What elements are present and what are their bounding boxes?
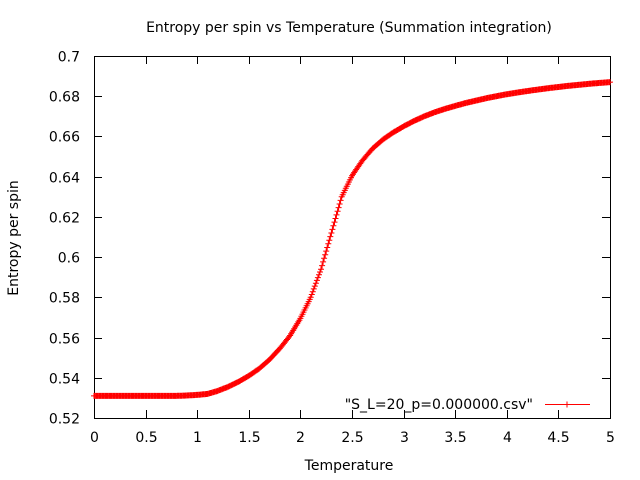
legend-sample xyxy=(545,401,590,408)
y-tick-label: 0.52 xyxy=(49,412,80,428)
data-point xyxy=(516,91,518,94)
data-point xyxy=(537,88,539,91)
x-axis-label: Temperature xyxy=(304,458,394,474)
x-tick-label: 4 xyxy=(503,430,512,446)
data-point xyxy=(340,196,343,198)
data-point xyxy=(464,102,467,104)
y-axis: 0.52 0.54 0.56 0.58 0.6 0.62 0.64 0.66 0.68 0.7 xyxy=(49,50,610,428)
chart-title: Entropy per spin vs Temperature (Summati… xyxy=(146,20,552,36)
x-tick-label: 3.5 xyxy=(444,430,466,446)
y-axis-label: Entropy per spin xyxy=(6,180,22,296)
data-point xyxy=(134,395,137,397)
data-point xyxy=(124,395,126,397)
data-point xyxy=(217,390,219,392)
data-point xyxy=(258,367,260,370)
data-point xyxy=(392,131,395,134)
data-point xyxy=(371,147,374,150)
series-entropy xyxy=(91,79,613,399)
x-tick-label: 2.5 xyxy=(341,430,363,446)
series-line xyxy=(94,81,611,397)
data-point xyxy=(547,87,549,89)
data-point xyxy=(196,394,198,396)
y-tick-label: 0.7 xyxy=(58,50,80,66)
x-tick-label: 1.5 xyxy=(238,430,260,446)
data-point xyxy=(526,90,529,92)
data-point xyxy=(382,138,384,141)
y-tick-label: 0.6 xyxy=(58,251,80,267)
y-tick-label: 0.62 xyxy=(49,211,80,227)
data-point xyxy=(454,105,457,107)
data-point xyxy=(113,395,116,397)
data-point xyxy=(444,108,446,110)
data-point xyxy=(103,395,106,397)
data-point xyxy=(165,395,167,397)
data-point xyxy=(557,86,560,88)
data-point xyxy=(588,83,591,85)
y-tick-label: 0.68 xyxy=(49,90,80,106)
data-point xyxy=(361,159,364,162)
data-point xyxy=(351,174,353,177)
data-point xyxy=(330,232,333,234)
y-tick-label: 0.64 xyxy=(49,171,80,187)
x-tick-label: 3 xyxy=(400,430,409,446)
data-point xyxy=(495,95,498,97)
data-point xyxy=(155,395,157,397)
data-point xyxy=(320,268,322,271)
x-tick-label: 5 xyxy=(606,430,615,446)
y-tick-label: 0.66 xyxy=(49,130,80,146)
data-point xyxy=(433,111,436,114)
data-point xyxy=(93,395,95,397)
data-point xyxy=(289,334,291,337)
data-point xyxy=(506,93,508,95)
x-tick-label: 4.5 xyxy=(547,430,569,446)
data-point xyxy=(578,84,580,86)
y-tick-label: 0.58 xyxy=(49,291,80,307)
data-point xyxy=(413,120,415,122)
data-point xyxy=(175,395,178,397)
data-point xyxy=(279,347,281,350)
data-point xyxy=(237,381,240,383)
y-tick-label: 0.56 xyxy=(49,332,80,348)
data-point xyxy=(485,97,488,99)
data-point xyxy=(268,358,271,361)
data-point xyxy=(206,393,209,395)
x-axis: 0 0.5 1 1.5 2 2.5 3 3.5 4 4.5 5 xyxy=(90,56,615,446)
data-point xyxy=(423,115,426,118)
data-point xyxy=(144,395,147,397)
data-point xyxy=(186,394,188,397)
data-point xyxy=(475,99,477,102)
legend: "S_L=20_p=0.000000.csv" xyxy=(345,397,590,413)
data-point xyxy=(309,296,312,299)
data-point xyxy=(299,317,302,320)
data-point xyxy=(248,375,250,377)
x-tick-label: 0.5 xyxy=(135,430,157,446)
data-point xyxy=(609,81,611,83)
legend-marker xyxy=(564,401,570,408)
series-markers xyxy=(91,79,613,399)
data-point xyxy=(227,386,229,388)
y-tick-label: 0.54 xyxy=(49,372,80,388)
legend-label: "S_L=20_p=0.000000.csv" xyxy=(345,397,533,413)
data-point xyxy=(567,85,570,87)
data-point xyxy=(402,125,405,128)
x-tick-label: 1 xyxy=(193,430,202,446)
x-tick-label: 2 xyxy=(296,430,305,446)
plot-frame xyxy=(94,56,611,419)
x-tick-label: 0 xyxy=(90,430,99,446)
data-point xyxy=(598,82,601,84)
